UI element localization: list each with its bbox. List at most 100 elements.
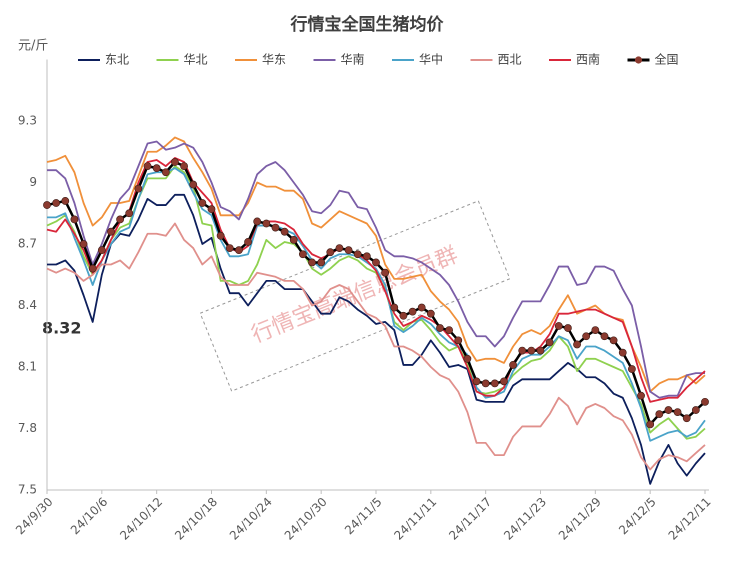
series-marker bbox=[317, 258, 326, 267]
series-marker bbox=[253, 217, 262, 226]
legend-label: 华北 bbox=[184, 53, 208, 67]
series-marker bbox=[472, 377, 481, 386]
y-tick-label: 8.4 bbox=[18, 298, 37, 312]
series-marker bbox=[436, 324, 444, 332]
series-marker bbox=[280, 227, 289, 236]
series-marker bbox=[207, 205, 216, 214]
series-marker bbox=[70, 215, 79, 224]
series-marker bbox=[271, 223, 280, 232]
legend-item: 华北 bbox=[156, 53, 208, 67]
legend-item: 华南 bbox=[313, 52, 365, 67]
series-marker bbox=[637, 391, 645, 400]
series-marker bbox=[591, 326, 600, 334]
legend-label: 全国 bbox=[655, 52, 679, 67]
series-marker bbox=[198, 199, 207, 207]
series-marker bbox=[454, 336, 463, 345]
series-marker bbox=[43, 201, 51, 209]
series-marker bbox=[61, 197, 70, 205]
series-marker bbox=[691, 406, 700, 414]
series-marker bbox=[618, 348, 627, 357]
y-tick-label: 8.7 bbox=[18, 237, 37, 251]
series-marker bbox=[408, 307, 417, 316]
legend-item: 西北 bbox=[470, 53, 522, 67]
legend-item: 东北 bbox=[78, 53, 129, 67]
series-marker bbox=[463, 354, 472, 363]
series-line bbox=[46, 136, 706, 393]
series-marker bbox=[399, 311, 408, 320]
series-marker bbox=[600, 332, 609, 341]
series-marker bbox=[426, 309, 435, 318]
series-marker bbox=[627, 365, 636, 373]
series-line bbox=[46, 157, 706, 403]
series-marker bbox=[353, 250, 362, 259]
series-marker bbox=[152, 164, 161, 173]
series-marker bbox=[298, 250, 307, 259]
series-marker bbox=[646, 420, 655, 429]
series-marker bbox=[97, 246, 106, 255]
series-line bbox=[46, 222, 706, 471]
series-marker bbox=[445, 326, 454, 334]
series-marker bbox=[52, 199, 61, 207]
series-marker bbox=[143, 162, 152, 170]
series-marker bbox=[262, 219, 271, 228]
series-marker bbox=[554, 322, 563, 330]
series-marker bbox=[335, 244, 344, 252]
series-marker bbox=[509, 361, 517, 369]
series-marker bbox=[161, 168, 170, 177]
series-marker bbox=[116, 215, 125, 224]
series-marker bbox=[609, 336, 618, 345]
series-marker bbox=[655, 410, 664, 419]
series-marker bbox=[573, 340, 581, 349]
legend-label: 西北 bbox=[498, 53, 522, 67]
y-tick-label: 7.8 bbox=[18, 421, 37, 435]
series-marker bbox=[564, 324, 572, 332]
series-marker bbox=[381, 268, 390, 277]
series-marker bbox=[244, 238, 252, 246]
series-marker bbox=[88, 264, 97, 273]
series-marker bbox=[500, 377, 508, 386]
series-marker bbox=[308, 258, 316, 267]
series-line bbox=[47, 140, 705, 399]
series-marker bbox=[107, 227, 115, 236]
legend-label: 华东 bbox=[262, 53, 286, 67]
series-marker bbox=[481, 379, 490, 388]
series-marker bbox=[536, 346, 545, 355]
y-axis-label: 元/斤 bbox=[18, 39, 48, 54]
legend-label: 华南 bbox=[341, 52, 365, 67]
series-marker bbox=[545, 338, 554, 347]
series-marker bbox=[582, 332, 591, 341]
legend-item: 华东 bbox=[235, 53, 286, 67]
series-marker bbox=[125, 209, 134, 218]
series-marker bbox=[171, 158, 179, 166]
legend-label: 西南 bbox=[576, 52, 600, 67]
series-marker bbox=[372, 258, 380, 267]
legend-label: 华中 bbox=[419, 52, 443, 67]
y-tick-label: 9 bbox=[29, 175, 37, 189]
series-marker bbox=[225, 244, 234, 252]
y-tick-label: 8.1 bbox=[18, 360, 37, 374]
series-marker bbox=[180, 162, 188, 170]
series-marker bbox=[701, 397, 709, 406]
legend-label: 东北 bbox=[105, 53, 129, 67]
series-marker bbox=[216, 231, 225, 240]
legend-marker bbox=[634, 56, 643, 64]
series-line bbox=[47, 193, 706, 485]
series-marker bbox=[527, 346, 536, 355]
series-marker bbox=[344, 246, 353, 255]
series-marker bbox=[134, 184, 143, 193]
series-marker bbox=[417, 303, 426, 312]
series-marker bbox=[362, 252, 371, 261]
series-marker bbox=[235, 246, 243, 255]
y-tick-label: 7.5 bbox=[18, 483, 37, 497]
series-marker bbox=[673, 408, 682, 416]
series-marker bbox=[682, 414, 691, 423]
series-line bbox=[47, 167, 706, 442]
y-tick-label: 9.3 bbox=[18, 114, 37, 128]
series-marker bbox=[390, 303, 399, 312]
legend-item: 西南 bbox=[549, 52, 600, 67]
series-marker bbox=[289, 235, 298, 244]
chart-title: 行情宝全国生猪均价 bbox=[290, 14, 445, 35]
legend-item: 华中 bbox=[392, 52, 443, 67]
